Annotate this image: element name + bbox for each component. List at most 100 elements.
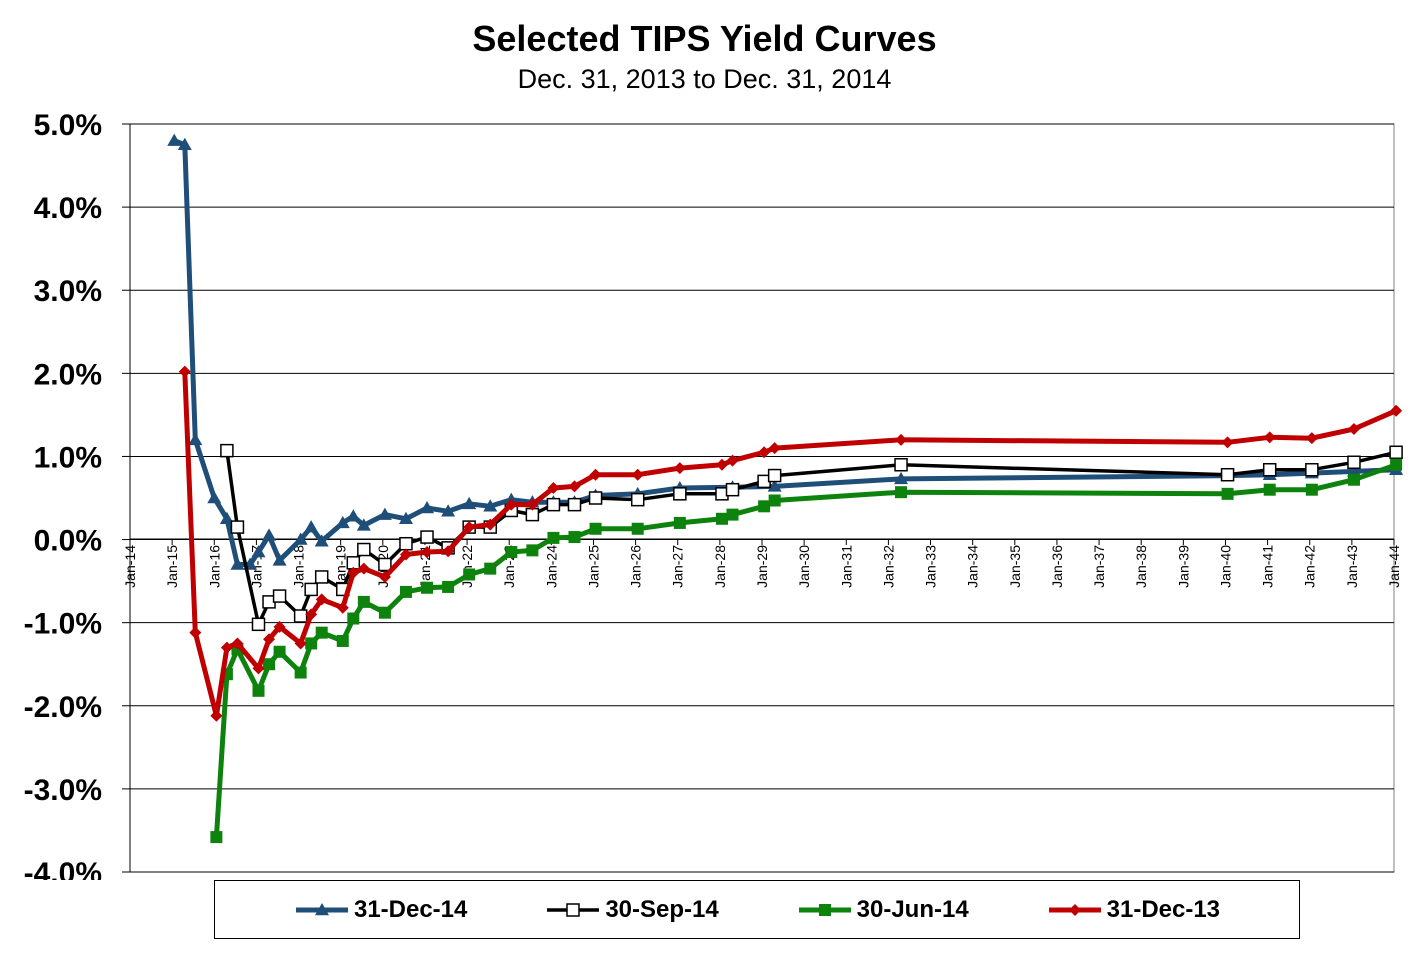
y-tick-label: -2.0% (24, 691, 102, 724)
data-point (526, 544, 539, 557)
data-point (726, 508, 739, 521)
data-point (1347, 473, 1360, 486)
data-point (421, 546, 434, 559)
data-point (263, 658, 276, 671)
data-point (347, 566, 360, 579)
series-line (225, 450, 1397, 627)
data-point (894, 471, 909, 485)
data-point (1263, 431, 1276, 444)
x-tick-label: Jan-40 (1217, 545, 1233, 588)
data-point (230, 520, 245, 534)
x-tick-label: Jan-29 (754, 545, 770, 588)
data-point (484, 562, 497, 575)
data-point (1346, 464, 1361, 477)
data-point (167, 133, 182, 146)
data-point (314, 570, 329, 584)
legend-label: 30-Sep-14 (605, 895, 719, 923)
data-point (630, 492, 645, 507)
data-point (567, 497, 582, 512)
data-point (262, 528, 277, 541)
axes: 5.0% 4.0% 3.0% 2.0% 1.0% 0.0% -1.0% -2.0% -3.0% -… (24, 109, 1402, 880)
data-point (546, 497, 561, 512)
x-tick-label: Jan-31 (838, 545, 854, 588)
x-tick-label: Jan-15 (164, 545, 180, 588)
legend-label: 31-Dec-14 (353, 895, 468, 923)
y-tick-label: 0.0% (34, 525, 102, 558)
data-point (346, 509, 361, 522)
data-point (188, 432, 203, 446)
legend-label: 31-Dec-13 (1106, 895, 1221, 923)
chart-title: Selected TIPS Yield Curves (472, 18, 937, 59)
data-point (1389, 445, 1403, 460)
data-point (314, 534, 329, 547)
data-point (230, 557, 245, 570)
data-point (357, 542, 371, 557)
data-point (1220, 467, 1235, 482)
data-point (673, 516, 686, 529)
data-point (273, 645, 286, 658)
data-point (398, 511, 413, 525)
x-tick-label: Jan-19 (333, 545, 349, 588)
data-point (631, 468, 644, 481)
data-point (252, 684, 265, 697)
legend-marker (1068, 903, 1081, 916)
data-point (767, 479, 782, 492)
data-point (442, 580, 455, 593)
x-tick-label: Jan-37 (1091, 545, 1107, 588)
data-point (895, 433, 908, 446)
data-point (220, 641, 233, 654)
legend-swatch (1048, 903, 1101, 916)
data-point (420, 500, 435, 514)
series-30-Jun-14 (210, 458, 1403, 844)
data-point (294, 666, 307, 679)
data-point (378, 606, 391, 619)
y-tick-label: 1.0% (34, 441, 102, 474)
x-tick-label: Jan-41 (1260, 545, 1276, 588)
y-tick-label: 2.0% (34, 358, 102, 391)
data-point (177, 137, 192, 151)
data-point (1305, 432, 1318, 445)
y-tick-label: -1.0% (24, 608, 102, 641)
data-point (463, 521, 476, 534)
plot-area: 5.0% 4.0% 3.0% 2.0% 1.0% 0.0% -1.0% -2.0% -3.0% -… (24, 109, 1404, 880)
data-point (315, 626, 328, 639)
legend-item: 31-Dec-14 (294, 896, 467, 924)
legend-label: 30-Jun-14 (856, 895, 969, 923)
legend-item: 30-Sep-14 (545, 895, 719, 924)
data-point (273, 620, 286, 633)
x-tick-label: Jan-42 (1302, 545, 1318, 588)
data-point (589, 468, 602, 481)
data-point (725, 482, 740, 497)
data-point (767, 468, 782, 483)
data-point (207, 491, 222, 504)
data-point (420, 530, 434, 544)
legend-swatch (798, 903, 851, 916)
data-point (272, 589, 287, 603)
data-point (589, 522, 602, 535)
legend-swatch (295, 902, 348, 915)
x-tick-label: Jan-38 (1133, 545, 1149, 588)
data-point (294, 637, 307, 650)
x-tick-label: Jan-36 (1049, 545, 1065, 588)
x-tick-label: Jan-39 (1175, 545, 1191, 588)
data-point (1305, 483, 1318, 496)
x-tick-label: Jan-24 (543, 545, 559, 588)
legend-marker (314, 902, 329, 915)
data-point (378, 570, 391, 583)
data-point (356, 518, 371, 531)
series-layer (167, 133, 1404, 844)
legend-marker (566, 902, 581, 917)
data-point (1221, 436, 1234, 449)
legend: 31-Dec-14 30-Sep-14 30-Jun-14 31-Dec-13 (214, 880, 1300, 939)
data-point (251, 545, 266, 558)
data-point (210, 709, 223, 722)
data-point (399, 548, 412, 561)
data-point (357, 562, 370, 575)
data-point (526, 498, 539, 511)
data-point (1221, 487, 1234, 500)
chart-subtitle: Dec. 31, 2013 to Dec. 31, 2014 (517, 64, 892, 94)
data-point (505, 546, 518, 559)
data-point (1347, 455, 1361, 470)
x-tick-label: Jan-32 (880, 545, 896, 588)
data-point (588, 491, 603, 505)
